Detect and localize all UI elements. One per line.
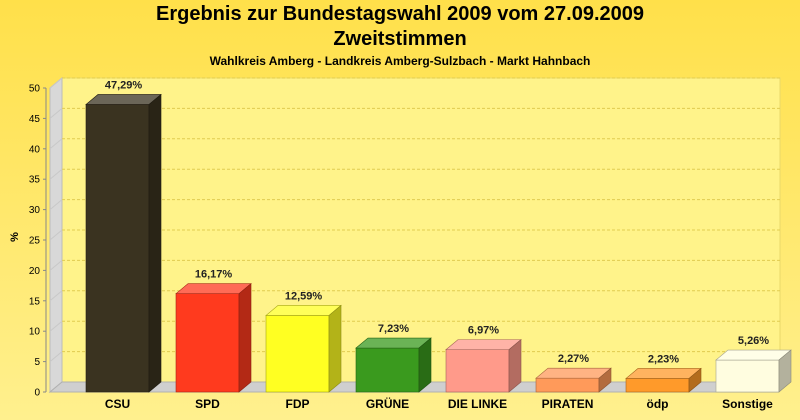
y-tick-label: 5 [34,357,40,368]
bar-top [355,337,432,349]
gridline-side [49,199,63,210]
bar-side [688,367,702,393]
gridline-side [49,290,63,302]
y-tick-label: 35 [29,175,41,186]
bar-top [715,349,792,361]
bar-sonstige: 5,26% [715,335,792,393]
bar-front [445,349,510,393]
y-tick-label: 30 [29,205,41,216]
bar-side [778,349,792,393]
value-label: 47,29% [105,79,143,91]
gridline-side [49,108,63,119]
gridline-side [49,351,63,362]
y-tick-label: 15 [29,296,41,307]
bar-fdp: 12,59% [265,290,342,393]
value-label: 6,97% [468,325,499,337]
bar-top [85,94,162,105]
y-tick-label: 0 [34,388,40,399]
bar-front [625,378,690,393]
x-tick-label: Sonstige [722,397,773,411]
value-label: 2,23% [648,353,679,365]
chart-subtitle: Wahlkreis Amberg - Landkreis Amberg-Sulz… [209,54,591,68]
y-tick-label: 10 [29,327,41,338]
bar-top [175,283,252,294]
bar-side [238,283,252,393]
value-label: 7,23% [378,323,409,335]
x-tick-label: ödp [647,397,669,411]
bar-front [175,293,240,393]
gridline-side [49,138,63,150]
bar-top [265,305,342,316]
value-label: 2,27% [558,353,589,365]
bar-side [598,367,612,393]
gridline-side [49,260,63,271]
chart-title-line2: Zweitstimmen [333,28,467,50]
bar-front [265,315,330,393]
x-tick-label: GRÜNE [366,396,409,411]
bar-grüne: 7,23% [355,323,432,393]
x-tick-label: SPD [195,397,220,411]
y-tick-label: 45 [29,114,41,125]
gridline-side [49,77,63,89]
bar-side [418,337,432,393]
bar-die-linke: 6,97% [445,325,522,393]
y-axis: 0 5 10 15 20 25 30 35 40 45 50 [29,84,47,399]
y-axis-title: % [9,232,21,242]
bar-side [508,338,522,393]
bar-side [328,304,342,393]
bar-top [445,339,522,350]
bar-top [625,368,702,379]
gridline-side [49,168,63,180]
bar-top [535,367,612,379]
x-tick-label: DIE LINKE [448,397,507,411]
value-label: 5,26% [738,335,769,347]
y-tick-label: 25 [29,236,41,247]
x-axis: CSU SPD FDP GRÜNE DIE LINKE PIRATEN ödp Sonstig… [105,396,773,411]
value-label: 16,17% [195,269,233,281]
gridline-side [49,229,63,241]
bar-front [355,347,420,393]
bar-front [85,104,150,393]
gridlines [49,77,780,362]
bar-front [715,359,780,393]
chart-title: Ergebnis zur Bundestagswahl 2009 vom 27.… [156,3,644,25]
x-tick-label: CSU [105,397,130,411]
bar-side [148,93,162,393]
y-tick-label: 20 [29,266,41,277]
bar-front [535,377,600,393]
bar-csu: 47,29% [85,79,162,393]
value-label: 12,59% [285,290,323,302]
x-tick-label: FDP [286,397,310,411]
bars: 47,29% 16,17% 12,59% 7,23% 6,97% 2,27% 2,23% 5,… [85,79,792,393]
gridline-side [49,320,63,332]
bar-ödp: 2,23% [625,353,702,393]
y-tick-label: 50 [29,84,41,95]
bar-spd: 16,17% [175,269,252,393]
y-tick-label: 40 [29,144,41,155]
x-tick-label: PIRATEN [542,397,594,411]
bar-piraten: 2,27% [535,353,612,393]
